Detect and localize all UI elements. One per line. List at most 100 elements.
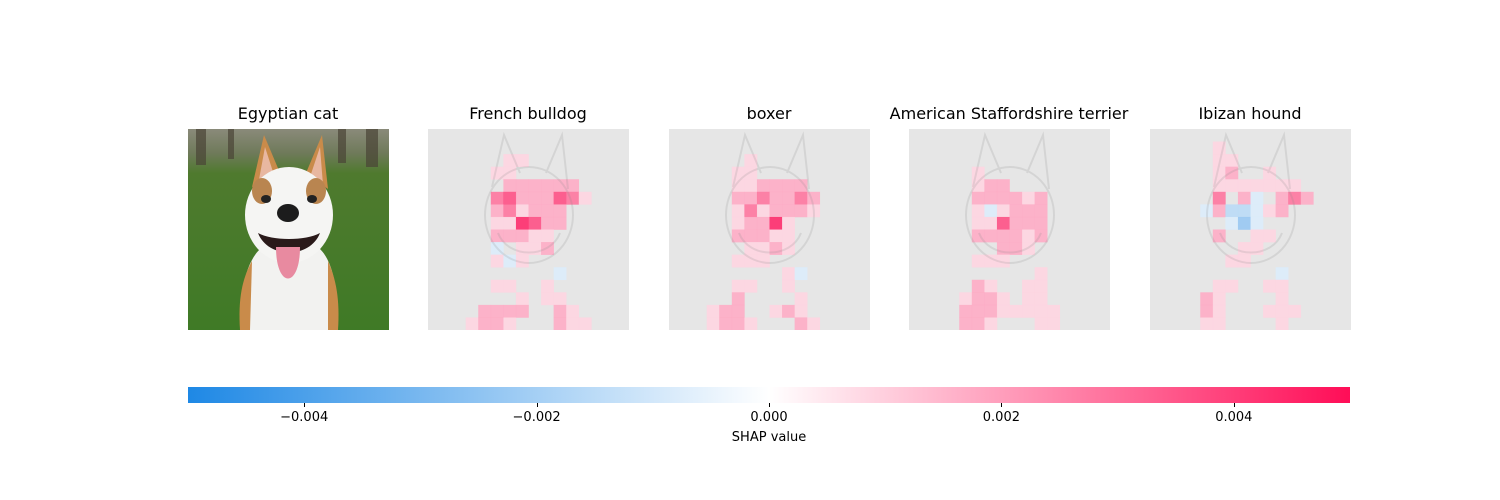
shap-cell bbox=[1034, 229, 1048, 243]
shap-cell bbox=[1047, 317, 1061, 330]
shap-cell bbox=[1212, 279, 1226, 293]
shap-cell bbox=[971, 166, 985, 180]
colorbar-tick-label: −0.002 bbox=[512, 410, 561, 425]
shap-cell bbox=[1009, 191, 1023, 205]
shap-cell bbox=[503, 216, 517, 230]
dog-silhouette-overlay bbox=[484, 131, 574, 264]
colorbar-tick-mark bbox=[1001, 403, 1003, 407]
shap-cell bbox=[566, 304, 580, 318]
shap-cell bbox=[1212, 317, 1226, 330]
shap-cell bbox=[515, 216, 529, 230]
shap-cell bbox=[1200, 317, 1214, 330]
shap-cell bbox=[541, 216, 554, 230]
shap-cell bbox=[528, 179, 542, 193]
shap-cell bbox=[1022, 216, 1035, 230]
shap-cell bbox=[553, 317, 567, 330]
shap-cell bbox=[706, 317, 720, 330]
shap-cell bbox=[756, 242, 770, 255]
shap-cell bbox=[959, 317, 973, 330]
shap-cell bbox=[1263, 229, 1276, 243]
shap-cell bbox=[1275, 317, 1289, 330]
shap-cell bbox=[996, 204, 1010, 218]
dog-silhouette-overlay bbox=[965, 131, 1055, 264]
shap-cell bbox=[731, 279, 745, 293]
shap-cell bbox=[1212, 304, 1226, 318]
shap-cell bbox=[1212, 229, 1226, 243]
shap-cell bbox=[971, 216, 985, 230]
shap-cell bbox=[1275, 179, 1289, 193]
shap-cell bbox=[478, 304, 492, 318]
shap-cell bbox=[971, 204, 985, 218]
shap-cell bbox=[807, 317, 821, 330]
shap-cell bbox=[971, 279, 985, 293]
shap-cell bbox=[719, 317, 733, 330]
shap-cell bbox=[744, 279, 758, 293]
shap-cell bbox=[1034, 292, 1048, 306]
shap-cell bbox=[1300, 191, 1314, 205]
shap-cell bbox=[984, 317, 998, 330]
shap-cell bbox=[971, 254, 985, 268]
shap-cell bbox=[1212, 204, 1226, 218]
shap-cell bbox=[984, 191, 998, 205]
shap-cell bbox=[1200, 292, 1214, 306]
shap-cell bbox=[769, 229, 783, 243]
shap-panel-1 bbox=[428, 129, 629, 330]
shap-cell bbox=[1288, 304, 1302, 318]
class-title-1: French bulldog bbox=[469, 104, 587, 123]
shap-cell bbox=[1034, 191, 1048, 205]
shap-cell bbox=[996, 254, 1010, 268]
shap-cell bbox=[959, 304, 973, 318]
shap-cell bbox=[490, 166, 504, 180]
shap-panel-2 bbox=[669, 129, 870, 330]
shap-cell bbox=[769, 204, 783, 218]
shap-cell bbox=[1250, 191, 1264, 205]
shap-cell bbox=[984, 254, 998, 268]
shap-cell bbox=[1212, 141, 1226, 155]
shap-cell bbox=[984, 216, 998, 230]
shap-cell bbox=[515, 229, 529, 243]
shap-cell bbox=[1022, 279, 1035, 293]
shap-cell bbox=[503, 254, 517, 268]
shap-cell bbox=[769, 191, 783, 205]
shap-cell bbox=[553, 292, 567, 306]
shap-cell bbox=[1225, 204, 1239, 218]
shap-cell bbox=[782, 242, 795, 255]
class-title-4: Ibizan hound bbox=[1198, 104, 1302, 123]
shap-cell bbox=[528, 191, 542, 205]
class-title-3: American Staffordshire terrier bbox=[889, 104, 1129, 123]
shap-cell bbox=[503, 304, 517, 318]
shap-cell bbox=[719, 304, 733, 318]
shap-cell bbox=[744, 242, 758, 255]
colorbar-tick-mark bbox=[536, 403, 538, 407]
shap-cell bbox=[1225, 216, 1239, 230]
shap-cell bbox=[744, 204, 758, 218]
shap-cell bbox=[744, 179, 758, 193]
shap-cell bbox=[490, 242, 504, 255]
shap-cell bbox=[769, 216, 783, 230]
shap-cell bbox=[794, 179, 808, 193]
shap-cell bbox=[744, 317, 758, 330]
shap-cell bbox=[984, 204, 998, 218]
shap-cell bbox=[515, 304, 529, 318]
shap-cell bbox=[959, 292, 973, 306]
shap-cell bbox=[1250, 179, 1264, 193]
shap-cell bbox=[984, 229, 998, 243]
shap-cell bbox=[782, 179, 795, 193]
shap-cell bbox=[731, 204, 745, 218]
shap-cell bbox=[490, 304, 504, 318]
shap-cell bbox=[553, 216, 567, 230]
shap-cell bbox=[807, 191, 821, 205]
shap-cell bbox=[971, 317, 985, 330]
shap-cell bbox=[1225, 154, 1239, 167]
shap-cell bbox=[503, 317, 517, 330]
shap-cell bbox=[744, 166, 758, 180]
shap-cell bbox=[731, 166, 745, 180]
shap-cell bbox=[1263, 304, 1276, 318]
shap-cell bbox=[756, 179, 770, 193]
shap-cell bbox=[731, 292, 745, 306]
shap-cell bbox=[971, 304, 985, 318]
shap-cell bbox=[731, 317, 745, 330]
shap-cell bbox=[541, 242, 554, 255]
shap-cell bbox=[503, 279, 517, 293]
shap-cell bbox=[515, 204, 529, 218]
